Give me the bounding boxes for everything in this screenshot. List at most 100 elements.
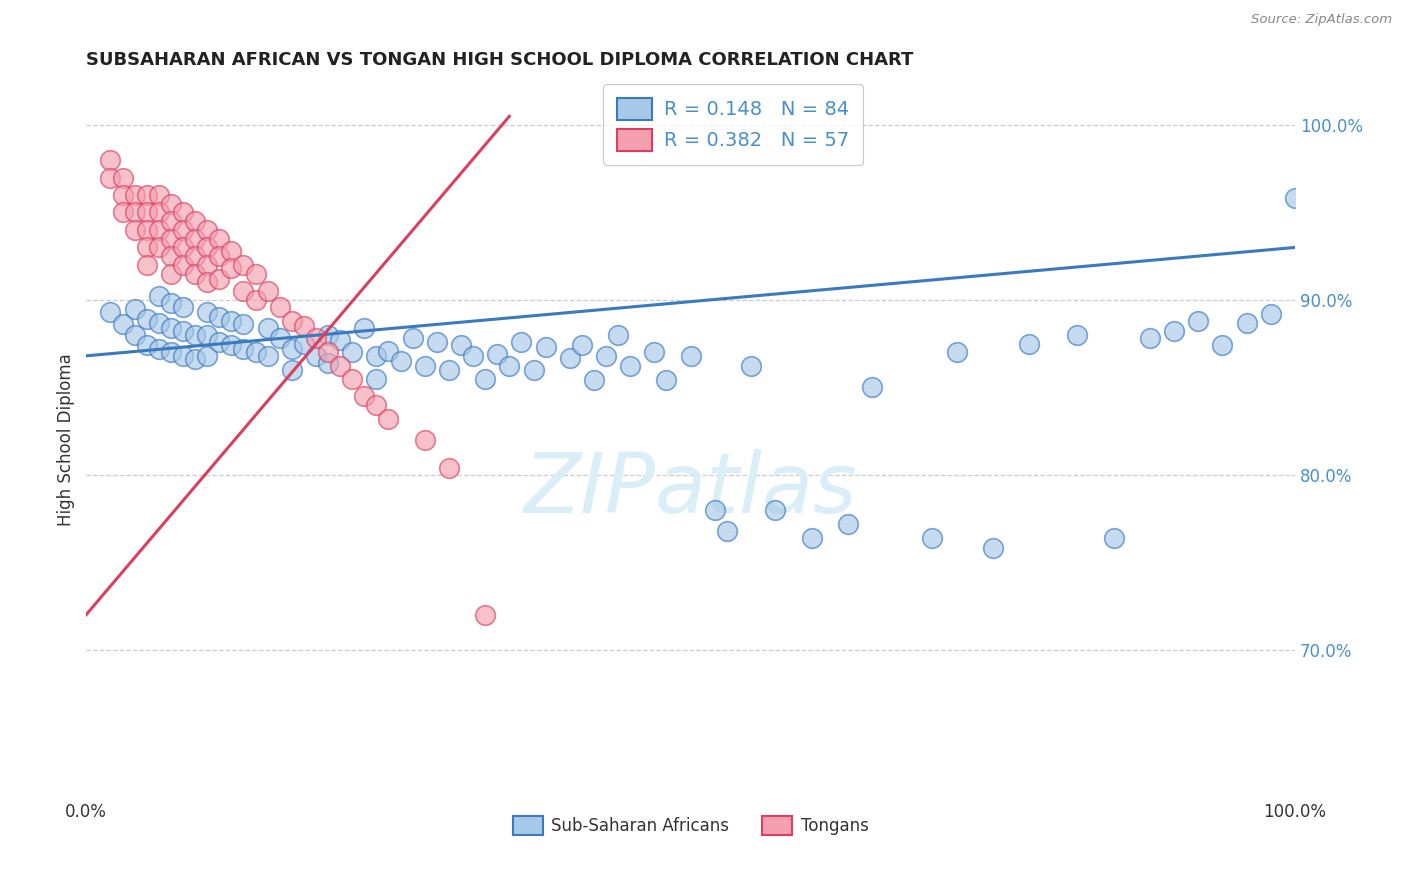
Point — [1018, 336, 1040, 351]
Point — [160, 267, 183, 281]
Point — [232, 284, 254, 298]
Point — [160, 249, 183, 263]
Point — [221, 314, 243, 328]
Y-axis label: High School Diploma: High School Diploma — [58, 353, 75, 526]
Point — [316, 356, 339, 370]
Point — [1102, 531, 1125, 545]
Point — [148, 342, 170, 356]
Point — [172, 240, 194, 254]
Point — [208, 334, 231, 349]
Point — [522, 363, 544, 377]
Point — [135, 223, 157, 237]
Point — [269, 331, 291, 345]
Point — [281, 342, 304, 356]
Point — [679, 349, 702, 363]
Point — [450, 338, 472, 352]
Point — [377, 343, 399, 358]
Point — [256, 349, 278, 363]
Point — [377, 411, 399, 425]
Point — [329, 333, 352, 347]
Point — [582, 373, 605, 387]
Point — [184, 327, 207, 342]
Point — [124, 188, 146, 202]
Point — [474, 607, 496, 622]
Point — [172, 223, 194, 237]
Point — [437, 460, 460, 475]
Point — [389, 354, 412, 368]
Point — [184, 352, 207, 367]
Point — [498, 359, 520, 374]
Point — [800, 531, 823, 545]
Point — [292, 319, 315, 334]
Point — [595, 349, 617, 363]
Point — [474, 371, 496, 385]
Point — [208, 249, 231, 263]
Point — [256, 321, 278, 335]
Point — [184, 267, 207, 281]
Point — [195, 327, 218, 342]
Point — [534, 340, 557, 354]
Point — [716, 524, 738, 538]
Point — [232, 342, 254, 356]
Point — [160, 196, 183, 211]
Point — [342, 345, 364, 359]
Point — [305, 331, 328, 345]
Point — [269, 300, 291, 314]
Point — [135, 258, 157, 272]
Point — [160, 321, 183, 335]
Point — [329, 359, 352, 374]
Point — [124, 327, 146, 342]
Point — [1211, 338, 1233, 352]
Point — [160, 296, 183, 310]
Point — [305, 349, 328, 363]
Point — [172, 349, 194, 363]
Point — [124, 301, 146, 316]
Point — [366, 398, 388, 412]
Point — [981, 541, 1004, 556]
Point — [148, 289, 170, 303]
Point — [703, 502, 725, 516]
Point — [111, 170, 134, 185]
Point — [100, 305, 122, 319]
Point — [437, 363, 460, 377]
Point — [558, 351, 581, 365]
Point — [195, 276, 218, 290]
Point — [195, 258, 218, 272]
Point — [184, 232, 207, 246]
Point — [921, 531, 943, 545]
Point — [208, 232, 231, 246]
Point — [195, 223, 218, 237]
Point — [607, 327, 630, 342]
Point — [135, 312, 157, 326]
Point — [221, 244, 243, 258]
Point — [1187, 314, 1209, 328]
Point — [256, 284, 278, 298]
Point — [245, 267, 267, 281]
Point — [232, 318, 254, 332]
Point — [461, 349, 484, 363]
Point — [426, 334, 449, 349]
Point — [1066, 327, 1088, 342]
Point — [1139, 331, 1161, 345]
Legend: Sub-Saharan Africans, Tongans: Sub-Saharan Africans, Tongans — [505, 807, 877, 844]
Point — [148, 316, 170, 330]
Point — [281, 314, 304, 328]
Point — [111, 188, 134, 202]
Point — [342, 371, 364, 385]
Point — [148, 188, 170, 202]
Point — [366, 349, 388, 363]
Point — [195, 305, 218, 319]
Point — [172, 324, 194, 338]
Point — [655, 373, 678, 387]
Point — [148, 223, 170, 237]
Point — [148, 205, 170, 219]
Point — [945, 345, 967, 359]
Point — [100, 170, 122, 185]
Point — [232, 258, 254, 272]
Point — [366, 371, 388, 385]
Point — [281, 363, 304, 377]
Point — [135, 240, 157, 254]
Point — [413, 359, 436, 374]
Point — [208, 310, 231, 325]
Point — [160, 345, 183, 359]
